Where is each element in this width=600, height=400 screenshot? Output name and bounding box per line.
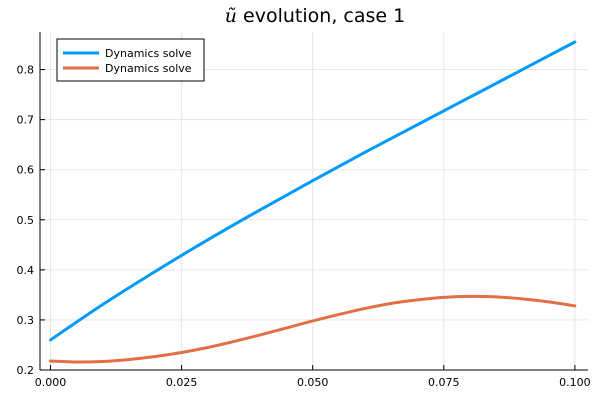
legend: Dynamics solve Dynamics solve [56,38,205,82]
axes [39,32,588,371]
x-tick-label: 0.100 [559,376,591,389]
y-tick-label: 0.3 [17,314,35,327]
y-tick-label: 0.2 [17,364,35,377]
legend-box [56,38,205,82]
grid [40,32,588,371]
x-tick-label: 0.025 [166,376,198,389]
y-tick-label: 0.6 [17,164,35,177]
chart-title: ũ evolution, case 1 [225,5,405,27]
y-tick-label: 0.5 [17,214,35,227]
y-tick-label: 0.7 [17,114,35,127]
chart-title-variable: ũ [225,5,237,27]
series-line-1 [48,40,577,342]
y-tick-label: 0.4 [17,264,35,277]
legend-label-series-1: Dynamics solve [105,47,192,60]
y-tick-label: 0.8 [17,64,35,77]
series-line-2 [48,294,577,364]
legend-label-series-2: Dynamics solve [105,62,192,75]
x-tick-label: 0.075 [428,376,460,389]
series [48,40,577,364]
chart-title-text: evolution, case 1 [237,5,405,27]
x-tick-label: 0.050 [297,376,329,389]
x-tick-label: 0.000 [35,376,67,389]
tick-labels: 0.000 0.025 0.050 0.075 0.100 0.2 0.3 0.4 0.5 0.6… [17,64,591,389]
